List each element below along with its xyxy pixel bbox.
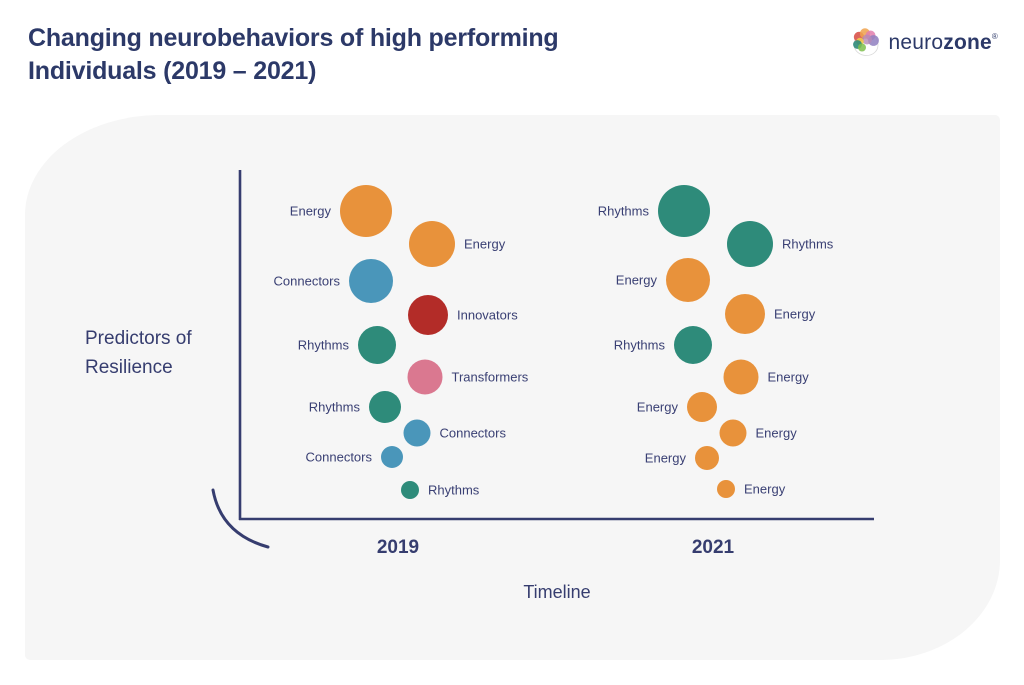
bubble-2021-rank10-energy — [717, 480, 735, 498]
bubble-label-2021-rank3: Energy — [616, 273, 658, 288]
bubble-label-2019-rank5: Rhythms — [298, 338, 350, 353]
neurozone-logo: neurozone® — [849, 26, 998, 60]
bubble-2021-rank1-rhythms — [658, 185, 710, 237]
bubble-2019-rank7-rhythms — [369, 391, 401, 423]
bubble-label-2021-rank7: Energy — [637, 400, 679, 415]
page-title: Changing neurobehaviors of high performi… — [28, 22, 748, 88]
bubble-2019-rank10-rhythms — [401, 481, 419, 499]
bubble-2019-rank9-connectors — [381, 446, 403, 468]
page-title-line2: Individuals (2019 – 2021) — [28, 57, 317, 85]
bubble-label-2019-rank10: Rhythms — [428, 483, 480, 498]
bubble-label-2019-rank7: Rhythms — [309, 400, 361, 415]
brain-icon — [849, 26, 883, 60]
bubble-label-2021-rank2: Rhythms — [782, 237, 834, 252]
bubble-label-2019-rank1: Energy — [290, 204, 332, 219]
origin-flourish-curve — [211, 488, 270, 549]
page-title-line1: Changing neurobehaviors of high performi… — [28, 24, 559, 52]
bubble-label-2019-rank8: Connectors — [440, 426, 507, 441]
bubble-2019-rank5-rhythms — [358, 326, 396, 364]
bubble-label-2021-rank1: Rhythms — [598, 204, 650, 219]
bubble-2019-rank3-connectors — [349, 259, 393, 303]
bubble-2021-rank3-energy — [666, 258, 710, 302]
bubble-2021-rank9-energy — [695, 446, 719, 470]
logo-zone: zone — [943, 31, 992, 54]
x-axis-title: Timeline — [523, 582, 591, 602]
bubble-2021-rank4-energy — [725, 294, 765, 334]
bubble-2019-rank4-innovators — [408, 295, 448, 335]
bubble-2021-rank7-energy — [687, 392, 717, 422]
bubble-label-2019-rank4: Innovators — [457, 308, 518, 323]
bubble-label-2019-rank9: Connectors — [306, 450, 373, 465]
bubble-label-2021-rank9: Energy — [645, 451, 687, 466]
y-axis-title-line2: Resilience — [85, 357, 173, 378]
bubble-label-2021-rank10: Energy — [744, 482, 786, 497]
bubble-label-2019-rank3: Connectors — [274, 274, 341, 289]
bubble-label-2019-rank2: Energy — [464, 237, 506, 252]
bubble-2019-rank1-energy — [340, 185, 392, 237]
logo-wordmark: neurozone® — [889, 31, 998, 55]
bubble-2019-rank2-energy — [409, 221, 455, 267]
bubble-label-2021-rank4: Energy — [774, 307, 816, 322]
bubble-2019-rank8-connectors — [403, 419, 431, 447]
y-axis-title-line1: Predictors of — [85, 328, 192, 349]
bubble-layer: Energy Energy Connectors Innovators Rhythms T… — [274, 185, 834, 499]
bubble-label-2019-rank6: Transformers — [452, 370, 529, 385]
logo-neuro: neuro — [888, 31, 944, 54]
registered-mark: ® — [991, 32, 998, 41]
category-label-2019: 2019 — [376, 537, 420, 558]
bubble-2021-rank6-energy — [723, 359, 759, 395]
bubble-2021-rank5-rhythms — [674, 326, 712, 364]
bubble-2021-rank2-rhythms — [727, 221, 773, 267]
bubble-label-2021-rank6: Energy — [768, 370, 810, 385]
y-axis-title: Predictors of Resilience — [85, 324, 192, 382]
bubble-label-2021-rank5: Rhythms — [614, 338, 666, 353]
bubble-2021-rank8-energy — [719, 419, 747, 447]
category-label-2021: 2021 — [691, 537, 735, 558]
bubble-label-2021-rank8: Energy — [756, 426, 798, 441]
bubble-2019-rank6-transformers — [407, 359, 443, 395]
chart-card — [25, 115, 1000, 660]
